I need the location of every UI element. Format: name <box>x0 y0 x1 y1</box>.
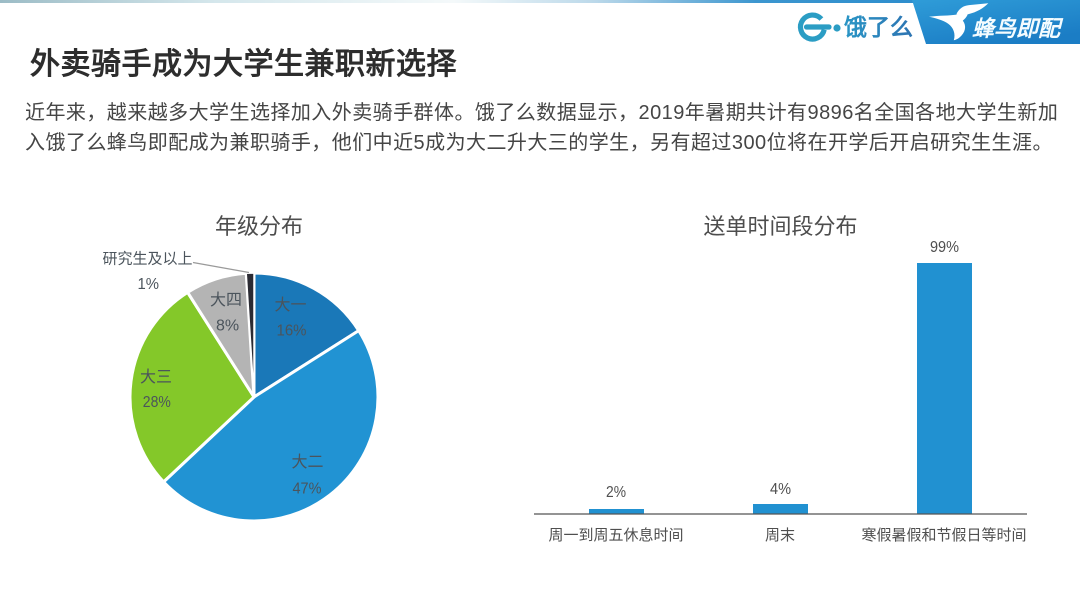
svg-text:47%: 47% <box>293 481 322 498</box>
svg-text:大三: 大三 <box>140 368 172 386</box>
svg-text:饿了么: 饿了么 <box>843 14 913 40</box>
svg-text:送单时间段分布: 送单时间段分布 <box>703 214 857 239</box>
svg-text:寒假暑假和节假日等时间: 寒假暑假和节假日等时间 <box>861 526 1026 544</box>
svg-text:2%: 2% <box>606 484 626 501</box>
svg-text:研究生及以上: 研究生及以上 <box>102 251 192 268</box>
svg-text:1%: 1% <box>137 276 159 293</box>
svg-text:大四: 大四 <box>210 291 242 309</box>
svg-text:8%: 8% <box>216 318 239 335</box>
svg-text:周一到周五休息时间: 周一到周五休息时间 <box>548 527 683 544</box>
svg-text:大二: 大二 <box>291 453 323 471</box>
svg-text:4%: 4% <box>770 481 791 498</box>
svg-text:28%: 28% <box>143 394 171 411</box>
svg-text:16%: 16% <box>277 323 307 340</box>
svg-text:年级分布: 年级分布 <box>215 214 303 239</box>
svg-text:周末: 周末 <box>765 527 795 544</box>
svg-text:99%: 99% <box>930 239 959 256</box>
svg-text:蜂鸟即配: 蜂鸟即配 <box>972 16 1064 41</box>
svg-text:大一: 大一 <box>274 296 306 314</box>
